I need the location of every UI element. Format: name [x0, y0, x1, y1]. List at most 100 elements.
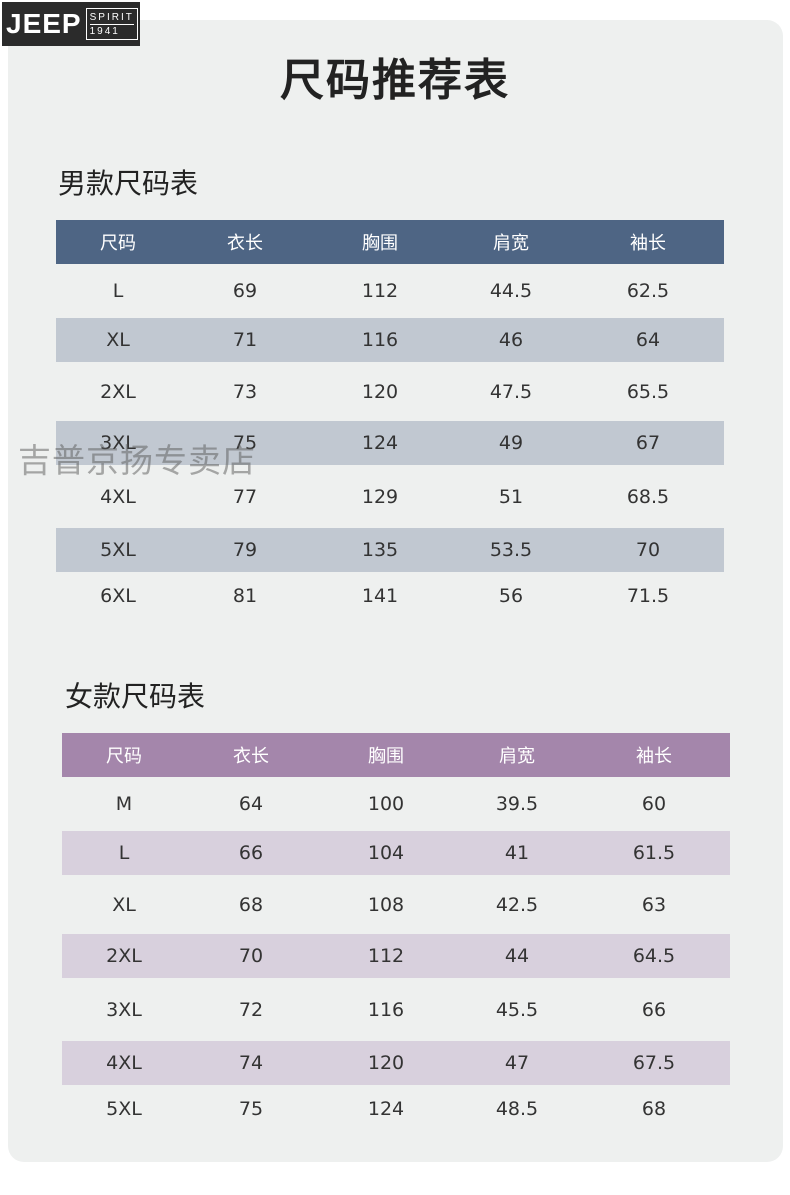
table-cell: 71 [232, 329, 258, 351]
men-size-table: 尺码 衣长 胸围 肩宽 袖长 L 69 112 44.5 62.5 XL 71 … [56, 220, 724, 620]
header-cell: 胸围 [368, 746, 404, 767]
table-cell: 4XL [106, 1052, 142, 1074]
table-cell: 116 [361, 329, 399, 351]
table-cell: L [112, 280, 124, 302]
table-cell: 60 [641, 793, 667, 815]
table-cell: 6XL [100, 585, 136, 607]
table-row-wrap: L 69 112 44.5 62.5 [56, 264, 724, 318]
table-cell: 135 [361, 539, 399, 561]
table-cell: 70 [238, 945, 264, 967]
table-cell: 62.5 [626, 280, 670, 302]
table-row-wrap: 4XL 77 129 51 68.5 [56, 465, 724, 528]
table-row: XL 68 108 42.5 63 [62, 883, 730, 927]
jeep-spirit-logo: JEEP SPIRIT 1941 [2, 2, 140, 46]
table-row: 2XL 73 120 47.5 65.5 [56, 370, 724, 414]
table-cell: 79 [232, 539, 258, 561]
table-cell: 64 [635, 329, 661, 351]
table-cell: 120 [367, 1052, 405, 1074]
logo-spirit: SPIRIT [89, 11, 134, 23]
table-cell: 44.5 [489, 280, 533, 302]
table-cell: XL [106, 329, 130, 351]
table-cell: 49 [498, 432, 524, 454]
table-cell: 47 [504, 1052, 530, 1074]
table-cell: 75 [232, 432, 258, 454]
header-cell: 衣长 [227, 233, 263, 254]
table-cell: 64.5 [632, 945, 676, 967]
table-cell: 104 [367, 842, 405, 864]
table-cell: 77 [232, 485, 258, 508]
header-cell: 胸围 [362, 233, 398, 254]
table-row-wrap: M 64 100 39.5 60 [62, 777, 730, 831]
women-section-title: 女款尺码表 [65, 680, 206, 713]
table-cell: M [115, 793, 133, 815]
logo-tag: SPIRIT 1941 [85, 8, 138, 40]
table-cell: 124 [367, 1098, 405, 1120]
table-cell: 63 [641, 893, 667, 916]
table-cell: 46 [498, 329, 524, 351]
table-cell: 116 [367, 998, 405, 1021]
table-cell: 124 [361, 432, 399, 454]
table-cell: L [118, 842, 130, 864]
women-size-table: 尺码 衣长 胸围 肩宽 袖长 M 64 100 39.5 60 L 66 104… [62, 733, 730, 1133]
table-cell: 51 [498, 485, 524, 508]
table-row-wrap: 6XL 81 141 56 71.5 [56, 572, 724, 620]
men-section-title: 男款尺码表 [58, 167, 199, 200]
table-cell: 120 [361, 380, 399, 403]
table-cell: 44 [504, 945, 530, 967]
header-cell: 尺码 [106, 746, 142, 767]
table-row: XL 71 116 46 64 [56, 318, 724, 362]
table-cell: 66 [238, 842, 264, 864]
table-cell: 100 [367, 793, 405, 815]
table-cell: 74 [238, 1052, 264, 1074]
table-cell: 47.5 [489, 380, 533, 403]
table-cell: 112 [361, 280, 399, 302]
table-cell: 4XL [100, 485, 136, 508]
table-row: 4XL 77 129 51 68.5 [56, 475, 724, 519]
header-cell: 尺码 [100, 233, 136, 254]
table-cell: 70 [635, 539, 661, 561]
header-cell: 袖长 [630, 233, 666, 254]
table-cell: 129 [361, 485, 399, 508]
table-cell: 73 [232, 380, 258, 403]
table-cell: 68 [238, 893, 264, 916]
table-cell: 53.5 [489, 539, 533, 561]
table-cell: 56 [498, 585, 524, 607]
logo-brand: JEEP [6, 8, 82, 39]
table-row: 4XL 74 120 47 67.5 [62, 1041, 730, 1085]
table-row: L 69 112 44.5 62.5 [56, 269, 724, 313]
table-cell: 3XL [106, 998, 142, 1021]
table-row-wrap: 5XL 75 124 48.5 68 [62, 1085, 730, 1133]
table-cell: 65.5 [626, 380, 670, 403]
header-cell: 肩宽 [499, 746, 535, 767]
table-cell: 69 [232, 280, 258, 302]
table-cell: 68.5 [626, 485, 670, 508]
table-cell: 81 [232, 585, 258, 607]
table-row: 5XL 75 124 48.5 68 [62, 1087, 730, 1131]
table-cell: 66 [641, 998, 667, 1021]
logo-year: 1941 [89, 23, 134, 38]
table-header-row: 尺码 衣长 胸围 肩宽 袖长 [62, 733, 730, 777]
table-row: M 64 100 39.5 60 [62, 782, 730, 826]
table-row: 5XL 79 135 53.5 70 [56, 528, 724, 572]
table-cell: 112 [367, 945, 405, 967]
table-row: 3XL 72 116 45.5 66 [62, 988, 730, 1032]
table-header-row: 尺码 衣长 胸围 肩宽 袖长 [56, 220, 724, 264]
table-cell: 67 [635, 432, 661, 454]
header-cell: 袖长 [636, 746, 672, 767]
table-cell: 72 [238, 998, 264, 1021]
table-cell: 67.5 [632, 1052, 676, 1074]
header-cell: 肩宽 [493, 233, 529, 254]
table-cell: 5XL [106, 1098, 142, 1120]
table-row: 2XL 70 112 44 64.5 [62, 934, 730, 978]
table-cell: 42.5 [495, 893, 539, 916]
table-row-wrap: 3XL 72 116 45.5 66 [62, 978, 730, 1041]
table-cell: 2XL [100, 380, 136, 403]
table-cell: 71.5 [626, 585, 670, 607]
table-cell: 2XL [106, 945, 142, 967]
table-cell: 68 [641, 1098, 667, 1120]
table-row: 3XL 75 124 49 67 [56, 421, 724, 465]
header-cell: 衣长 [233, 746, 269, 767]
table-row: 6XL 81 141 56 71.5 [56, 574, 724, 618]
table-cell: 48.5 [495, 1098, 539, 1120]
table-cell: 141 [361, 585, 399, 607]
